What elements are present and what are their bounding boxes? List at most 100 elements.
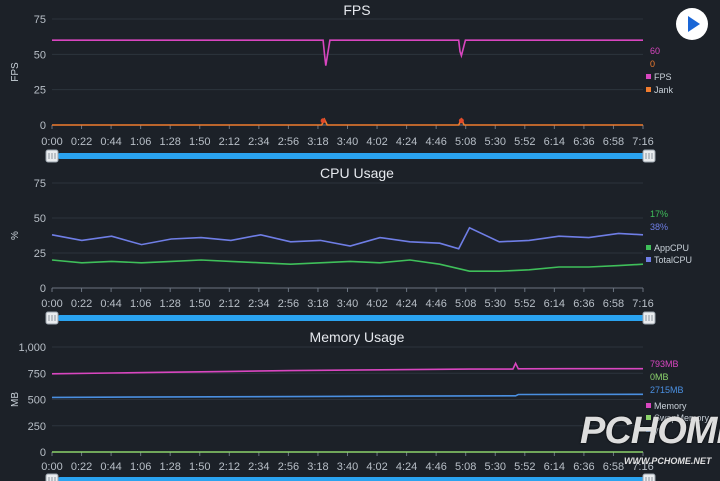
current-value: 38% xyxy=(650,222,668,232)
x-tick-label: 4:02 xyxy=(366,461,387,473)
x-tick-label: 3:40 xyxy=(337,461,358,473)
range-slider-track[interactable] xyxy=(57,477,646,481)
y-tick-label: 0 xyxy=(40,447,46,459)
x-tick-label: 6:14 xyxy=(544,298,565,310)
x-tick-label: 3:18 xyxy=(307,136,328,148)
current-value: 60 xyxy=(650,46,660,56)
x-tick-label: 0:44 xyxy=(100,298,121,310)
x-tick-label: 0:22 xyxy=(71,136,92,148)
x-tick-label: 0:44 xyxy=(100,461,121,473)
current-value: 17% xyxy=(650,209,668,219)
x-tick-label: 3:18 xyxy=(307,461,328,473)
x-tick-label: 2:56 xyxy=(278,298,299,310)
x-tick-label: 2:12 xyxy=(219,136,240,148)
x-tick-label: 4:24 xyxy=(396,298,417,310)
y-tick-label: 0 xyxy=(40,120,46,132)
chart-title: CPU Usage xyxy=(320,165,394,181)
x-tick-label: 5:30 xyxy=(485,298,506,310)
legend-label: Memory xyxy=(654,401,687,411)
x-tick-label: 0:22 xyxy=(71,298,92,310)
x-tick-label: 1:50 xyxy=(189,298,210,310)
x-tick-label: 0:00 xyxy=(41,461,62,473)
x-tick-label: 4:46 xyxy=(425,461,446,473)
series-line-y xyxy=(51,393,644,399)
legend-label: TotalCPU xyxy=(654,255,692,265)
chart-title: FPS xyxy=(343,2,370,18)
legend-label: FPS xyxy=(654,72,672,82)
x-tick-label: 5:52 xyxy=(514,298,535,310)
legend-label: Jank xyxy=(654,85,674,95)
y-axis-label: FPS xyxy=(10,62,21,82)
legend-label: AppCPU xyxy=(654,243,689,253)
x-tick-label: 5:30 xyxy=(485,461,506,473)
series-line-totalcpu xyxy=(51,226,644,250)
y-tick-label: 0 xyxy=(40,283,46,295)
x-tick-label: 7:16 xyxy=(632,136,653,148)
jank-marker xyxy=(320,118,326,124)
x-tick-label: 1:06 xyxy=(130,461,151,473)
x-tick-label: 4:24 xyxy=(396,136,417,148)
x-tick-label: 4:46 xyxy=(425,136,446,148)
y-axis-label: MB xyxy=(10,392,21,407)
series-line-jank xyxy=(52,117,643,126)
play-icon xyxy=(688,16,700,32)
x-tick-label: 5:08 xyxy=(455,136,476,148)
y-tick-label: 500 xyxy=(28,395,46,407)
x-tick-label: 5:52 xyxy=(514,136,535,148)
legend-label: SwapMemory xyxy=(654,413,710,423)
x-tick-label: 7:16 xyxy=(632,461,653,473)
x-tick-label: 4:02 xyxy=(366,298,387,310)
series-line-appcpu xyxy=(51,259,644,272)
x-tick-label: 3:18 xyxy=(307,298,328,310)
play-button[interactable] xyxy=(676,8,708,40)
legend-swatch xyxy=(646,257,651,262)
y-tick-label: 50 xyxy=(34,49,46,61)
x-tick-label: 2:56 xyxy=(278,136,299,148)
y-tick-label: 1,000 xyxy=(18,342,46,354)
x-tick-label: 0:22 xyxy=(71,461,92,473)
y-axis-label: % xyxy=(10,231,21,240)
x-tick-label: 1:06 xyxy=(130,298,151,310)
current-value: 793MB xyxy=(650,359,679,369)
x-tick-label: 2:12 xyxy=(219,461,240,473)
y-tick-label: 25 xyxy=(34,248,46,260)
x-tick-label: 2:34 xyxy=(248,136,269,148)
x-tick-label: 0:00 xyxy=(41,136,62,148)
y-tick-label: 750 xyxy=(28,368,46,380)
x-tick-label: 6:58 xyxy=(603,461,624,473)
x-tick-label: 3:40 xyxy=(337,298,358,310)
x-tick-label: 2:12 xyxy=(219,298,240,310)
x-tick-label: 5:52 xyxy=(514,461,535,473)
x-tick-label: 1:28 xyxy=(159,136,180,148)
x-tick-label: 2:34 xyxy=(248,461,269,473)
x-tick-label: 1:50 xyxy=(189,461,210,473)
y-tick-label: 50 xyxy=(34,213,46,225)
range-slider-track[interactable] xyxy=(57,153,646,159)
legend-swatch xyxy=(646,415,651,420)
x-tick-label: 3:40 xyxy=(337,136,358,148)
legend-swatch xyxy=(646,427,651,432)
x-tick-label: 4:24 xyxy=(396,461,417,473)
legend-swatch xyxy=(646,87,651,92)
x-tick-label: 1:50 xyxy=(189,136,210,148)
chart-title: Memory Usage xyxy=(310,329,405,345)
x-tick-label: 1:06 xyxy=(130,136,151,148)
legend-swatch xyxy=(646,245,651,250)
series-line-fps xyxy=(52,39,643,66)
x-tick-label: 6:58 xyxy=(603,298,624,310)
x-tick-label: 0:00 xyxy=(41,298,62,310)
x-tick-label: 6:58 xyxy=(603,136,624,148)
legend-swatch xyxy=(646,403,651,408)
x-tick-label: 6:36 xyxy=(573,136,594,148)
x-tick-label: 5:08 xyxy=(455,461,476,473)
jank-marker xyxy=(458,118,464,124)
y-tick-label: 25 xyxy=(34,85,46,97)
range-slider-track[interactable] xyxy=(57,315,646,321)
x-tick-label: 1:28 xyxy=(159,461,180,473)
x-tick-label: 6:14 xyxy=(544,136,565,148)
x-tick-label: 6:14 xyxy=(544,461,565,473)
x-tick-label: 0:44 xyxy=(100,136,121,148)
current-value: 0 xyxy=(650,59,655,69)
x-tick-label: 4:46 xyxy=(425,298,446,310)
